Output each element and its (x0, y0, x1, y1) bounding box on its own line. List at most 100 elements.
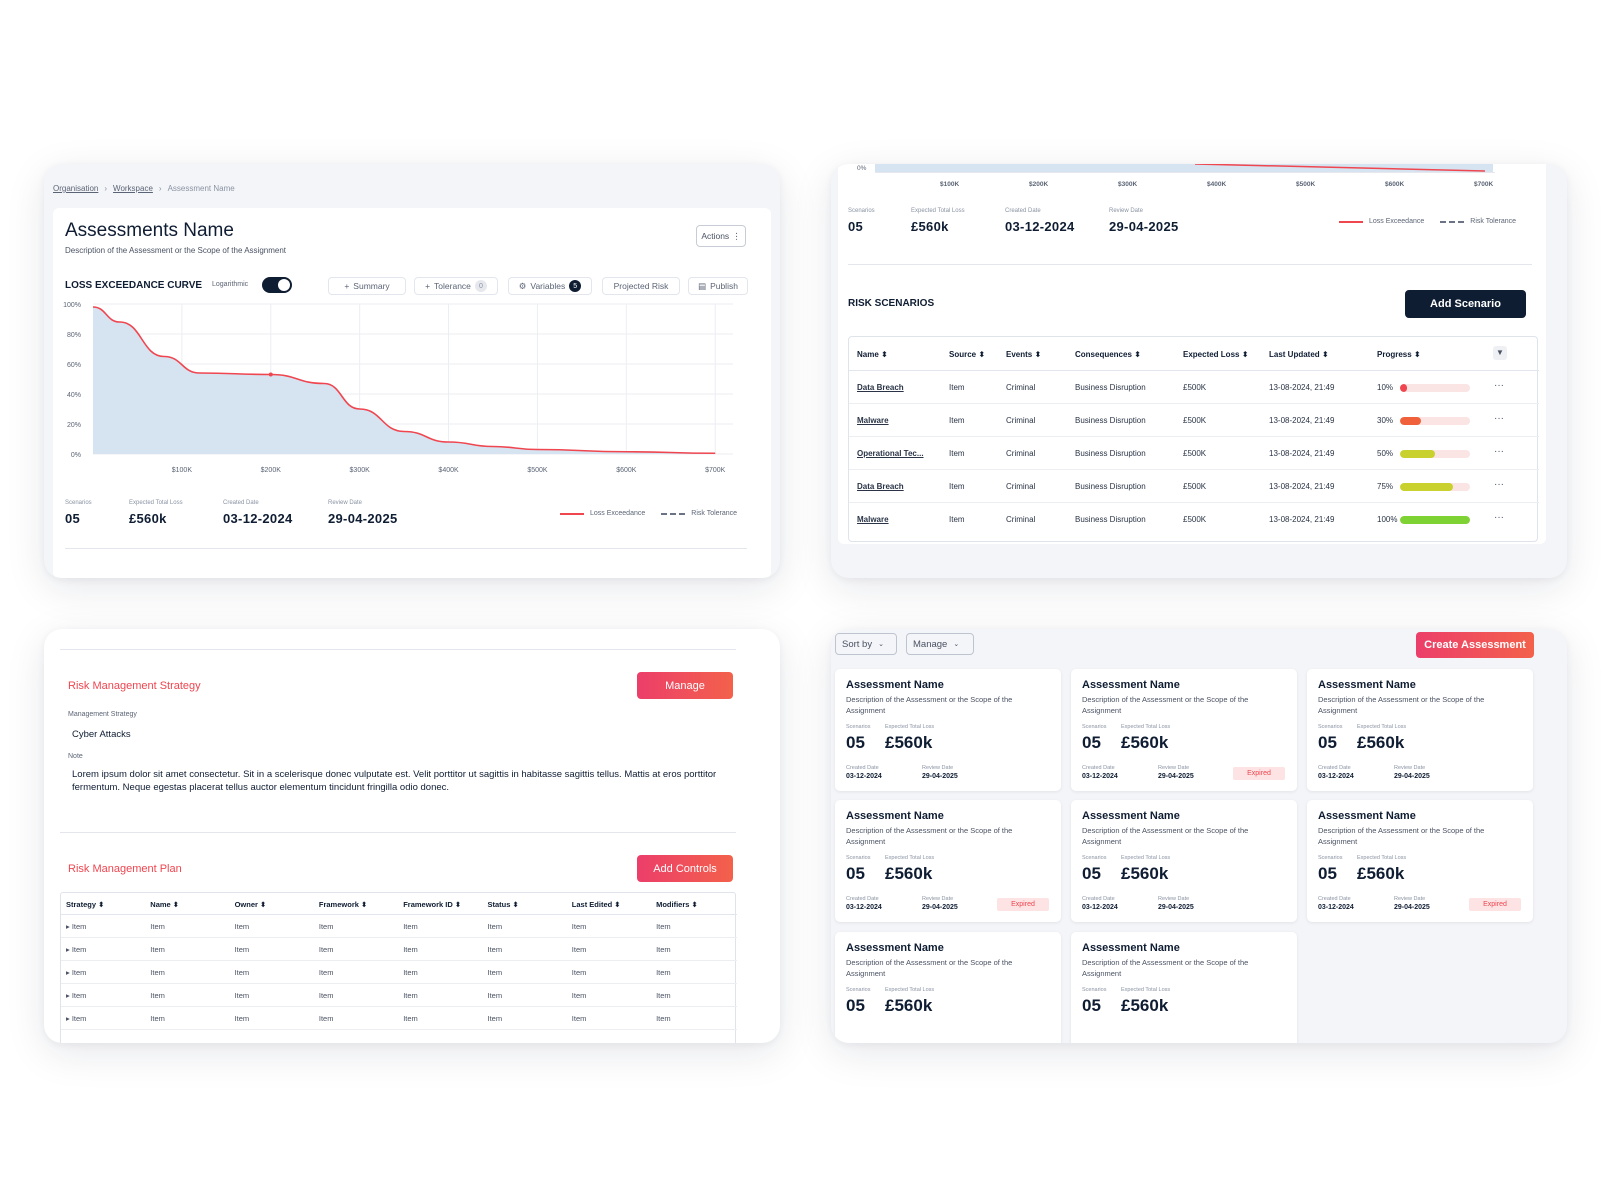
column-header-status[interactable]: Status ⬍ (487, 900, 519, 909)
table-row[interactable]: ▸ Item Item Item Item Item Item Item Item (61, 915, 737, 938)
breadcrumb-workspace[interactable]: Workspace (113, 184, 153, 193)
more-options-icon[interactable]: ··· (1494, 413, 1504, 424)
scenario-name-link[interactable]: Malware (857, 515, 889, 524)
create-assessment-button[interactable]: Create Assessment (1416, 632, 1534, 658)
column-header-framework[interactable]: Framework ⬍ (318, 900, 368, 909)
column-header-source[interactable]: Source ⬍ (949, 350, 986, 359)
publish-button[interactable]: ▤ Publish (688, 277, 748, 295)
column-header-last-edited[interactable]: Last Edited ⬍ (571, 900, 621, 909)
legend-loss-label: Loss Exceedance (590, 510, 646, 517)
cell-expected-loss: £500K (1183, 482, 1207, 491)
breadcrumb-organisation[interactable]: Organisation (53, 184, 99, 193)
column-header-modifiers[interactable]: Modifiers ⬍ (656, 900, 698, 909)
review-date-value: 29-04-2025 (1158, 904, 1194, 911)
table-cell: Item (571, 945, 587, 954)
risk-management-strategy-title: Risk Management Strategy (68, 680, 201, 692)
assessment-card[interactable]: Assessment Name Description of the Assess… (1307, 800, 1533, 922)
card-title: Assessment Name (1082, 679, 1180, 691)
expired-badge: Expired (997, 898, 1049, 911)
chart-axis (875, 172, 1495, 173)
column-header-events[interactable]: Events ⬍ (1006, 350, 1042, 359)
column-header-name[interactable]: Name ⬍ (857, 350, 888, 359)
more-options-icon[interactable]: ··· (1494, 380, 1504, 391)
filter-icon[interactable]: ▼ (1493, 346, 1507, 360)
more-options-icon[interactable]: ··· (1494, 479, 1504, 490)
sort-icon: ⬍ (978, 350, 986, 359)
more-options-icon[interactable]: ··· (1494, 512, 1504, 523)
row-expand-cell[interactable]: ▸ Item (66, 1014, 87, 1023)
sort-by-select[interactable]: Sort by ⌄ (835, 633, 897, 655)
logarithmic-toggle[interactable] (262, 277, 292, 293)
table-row[interactable]: ▸ Item Item Item Item Item Item Item Item (61, 1007, 737, 1030)
chart-curve (1194, 164, 1486, 172)
loss-exceedance-swatch (1339, 220, 1363, 223)
cell-events: Criminal (1006, 416, 1036, 425)
assessment-card[interactable]: Assessment Name Description of the Assess… (835, 932, 1061, 1043)
kebab-icon: ⋮ (732, 230, 741, 241)
cell-last-updated: 13-08-2024, 21:49 (1269, 482, 1335, 491)
table-row[interactable]: Data Breach Item Criminal Business Disrupti… (849, 470, 1539, 503)
table-cell: Item (150, 1014, 165, 1023)
scenarios-value: 05 (65, 511, 81, 526)
created-date-label: Created Date (1318, 896, 1351, 902)
x-tick-label: $500K (527, 467, 548, 474)
assessment-card[interactable]: Assessment Name Description of the Assess… (1307, 669, 1533, 791)
column-header-owner[interactable]: Owner ⬍ (234, 900, 267, 909)
summary-button[interactable]: + Summary (328, 277, 406, 295)
table-row[interactable]: Malware Item Criminal Business Disruption £5… (849, 404, 1539, 437)
manage-button[interactable]: Manage (637, 672, 733, 699)
table-row[interactable]: Operational Tec... Item Criminal Business D… (849, 437, 1539, 470)
table-row[interactable]: Data Breach Item Criminal Business Disrupti… (849, 371, 1539, 404)
table-row[interactable]: ▸ Item Item Item Item Item Item Item Item (61, 961, 737, 984)
scenario-name-link[interactable]: Malware (857, 416, 889, 425)
column-header-expected-loss[interactable]: Expected Loss ⬍ (1183, 350, 1249, 359)
sort-icon: ⬍ (1034, 350, 1042, 359)
add-controls-button[interactable]: Add Controls (637, 855, 733, 882)
variables-button[interactable]: ⚙ Variables 5 (508, 277, 592, 295)
x-tick-label: $300K (350, 467, 371, 474)
assessment-card[interactable]: Assessment Name Description of the Assess… (835, 669, 1061, 791)
page-title: Assessments Name (65, 220, 234, 241)
table-row[interactable]: Malware Item Criminal Business Disruption £5… (849, 503, 1539, 536)
projected-risk-button[interactable]: Projected Risk (602, 277, 680, 295)
management-strategy-label: Management Strategy (68, 711, 137, 718)
y-tick-label: 60% (67, 362, 81, 369)
column-header-last-updated[interactable]: Last Updated ⬍ (1269, 350, 1329, 359)
data-point (268, 372, 273, 377)
sort-icon: ⬍ (1134, 350, 1141, 359)
row-expand-cell[interactable]: ▸ Item (66, 968, 87, 977)
table-row[interactable]: ▸ Item Item Item Item Item Item Item Item (61, 984, 737, 1007)
more-options-icon[interactable]: ··· (1494, 446, 1504, 457)
column-header-consequences[interactable]: Consequences ⬍ (1075, 350, 1141, 359)
created-date-value: 03-12-2024 (1318, 773, 1354, 780)
row-expand-cell[interactable]: ▸ Item (66, 945, 87, 954)
expired-badge: Expired (1469, 898, 1521, 911)
tolerance-button[interactable]: + Tolerance 0 (414, 277, 498, 295)
assessment-card[interactable]: Assessment Name Description of the Assess… (1071, 800, 1297, 922)
assessment-card[interactable]: Assessment Name Description of the Assess… (1071, 932, 1297, 1043)
actions-button[interactable]: Actions ⋮ (696, 225, 746, 247)
table-row[interactable]: ▸ Item Item Item Item Item Item Item Item (61, 938, 737, 961)
row-expand-cell[interactable]: ▸ Item (66, 922, 87, 931)
column-header-strategy[interactable]: Strategy ⬍ (66, 900, 105, 909)
column-header-name[interactable]: Name ⬍ (150, 900, 180, 909)
progress-bar (1400, 483, 1470, 491)
etl-value: £560k (1121, 996, 1169, 1015)
row-expand-cell[interactable]: ▸ Item (66, 991, 87, 1000)
scenario-name-link[interactable]: Data Breach (857, 383, 904, 392)
column-header-progress[interactable]: Progress ⬍ (1377, 350, 1421, 359)
table-cell: Item (318, 945, 334, 954)
scenario-name-link[interactable]: Operational Tec... (857, 449, 924, 458)
add-scenario-button[interactable]: Add Scenario (1405, 290, 1526, 318)
risk-management-panel: Risk Management Strategy Manage Manageme… (44, 629, 780, 1043)
scenarios-value: 05 (846, 996, 865, 1015)
column-header-framework-id[interactable]: Framework ID ⬍ (403, 900, 462, 909)
scenario-name-link[interactable]: Data Breach (857, 482, 904, 491)
assessment-card[interactable]: Assessment Name Description of the Assess… (835, 800, 1061, 922)
manage-select[interactable]: Manage ⌄ (906, 633, 974, 655)
created-date-value: 03-12-2024 (846, 904, 882, 911)
assessment-card[interactable]: Assessment Name Description of the Assess… (1071, 669, 1297, 791)
card-description: Description of the Assessment or the Sco… (846, 695, 1013, 715)
risk-scenarios-title: RISK SCENARIOS (848, 298, 935, 309)
created-date-label: Created Date (846, 765, 879, 771)
